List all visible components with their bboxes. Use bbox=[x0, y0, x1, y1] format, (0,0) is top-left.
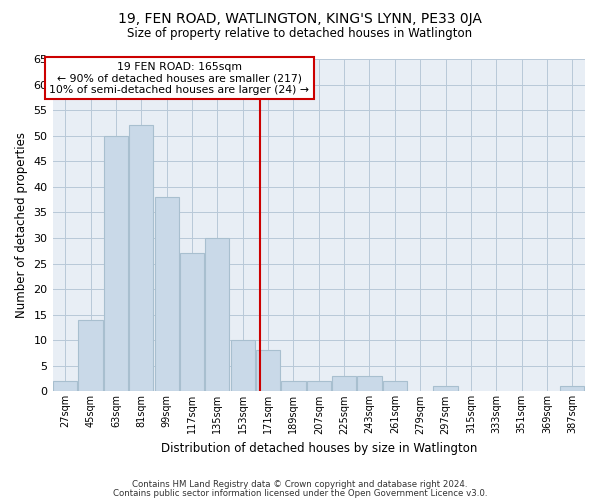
Text: Contains public sector information licensed under the Open Government Licence v3: Contains public sector information licen… bbox=[113, 488, 487, 498]
Bar bbox=[433, 386, 458, 392]
Text: Contains HM Land Registry data © Crown copyright and database right 2024.: Contains HM Land Registry data © Crown c… bbox=[132, 480, 468, 489]
Bar bbox=[104, 136, 128, 392]
Bar bbox=[307, 381, 331, 392]
Bar bbox=[79, 320, 103, 392]
Y-axis label: Number of detached properties: Number of detached properties bbox=[15, 132, 28, 318]
Bar bbox=[155, 197, 179, 392]
X-axis label: Distribution of detached houses by size in Watlington: Distribution of detached houses by size … bbox=[161, 442, 477, 455]
Bar bbox=[560, 386, 584, 392]
Text: 19 FEN ROAD: 165sqm
← 90% of detached houses are smaller (217)
10% of semi-detac: 19 FEN ROAD: 165sqm ← 90% of detached ho… bbox=[49, 62, 310, 95]
Bar bbox=[180, 254, 204, 392]
Bar bbox=[53, 381, 77, 392]
Text: 19, FEN ROAD, WATLINGTON, KING'S LYNN, PE33 0JA: 19, FEN ROAD, WATLINGTON, KING'S LYNN, P… bbox=[118, 12, 482, 26]
Text: Size of property relative to detached houses in Watlington: Size of property relative to detached ho… bbox=[127, 28, 473, 40]
Bar bbox=[383, 381, 407, 392]
Bar bbox=[205, 238, 229, 392]
Bar bbox=[256, 350, 280, 392]
Bar bbox=[358, 376, 382, 392]
Bar bbox=[230, 340, 255, 392]
Bar bbox=[332, 376, 356, 392]
Bar bbox=[129, 126, 154, 392]
Bar bbox=[281, 381, 305, 392]
